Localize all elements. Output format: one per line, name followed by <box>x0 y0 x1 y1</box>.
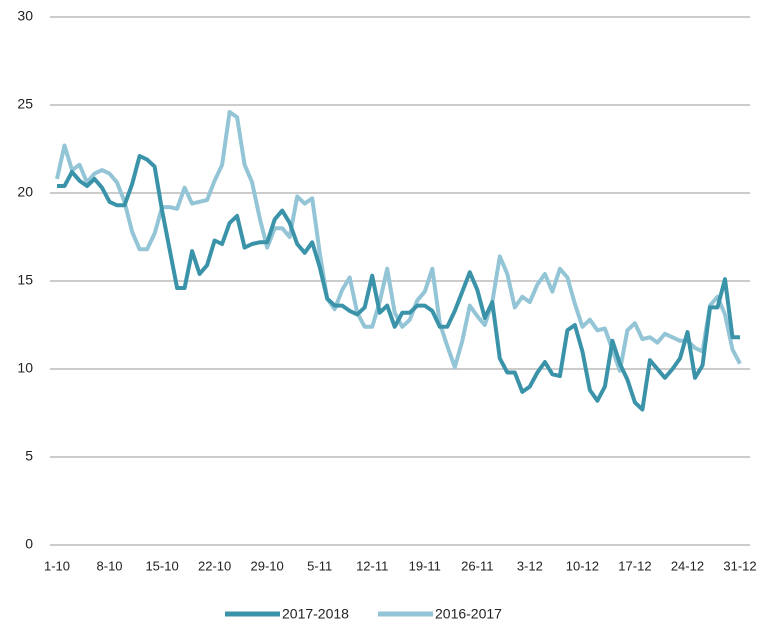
x-tick-label: 19-11 <box>409 558 441 573</box>
y-tick-label: 25 <box>17 96 33 112</box>
x-tick-label: 12-11 <box>356 558 388 573</box>
x-tick-label: 10-12 <box>566 558 599 573</box>
line-series <box>55 110 742 373</box>
x-tick-label: 3-12 <box>517 558 543 573</box>
legend-label: 2017-2018 <box>282 606 349 622</box>
x-tick-label: 22-10 <box>198 558 231 573</box>
line-series <box>57 154 740 412</box>
x-tick-label: 26-11 <box>461 558 493 573</box>
x-tick-label: 29-10 <box>251 558 284 573</box>
y-tick-label: 10 <box>17 360 33 376</box>
x-tick-label: 1-10 <box>44 558 70 573</box>
x-tick-label: 24-12 <box>671 558 704 573</box>
y-tick-label: 30 <box>17 8 33 24</box>
y-tick-label: 20 <box>17 184 33 200</box>
x-tick-label: 15-10 <box>145 558 178 573</box>
y-tick-label: 5 <box>25 448 33 464</box>
x-tick-label: 17-12 <box>618 558 651 573</box>
x-tick-label: 5-11 <box>307 558 332 573</box>
x-tick-label: 31-12 <box>723 558 756 573</box>
y-tick-label: 15 <box>17 272 33 288</box>
y-tick-label: 0 <box>25 536 33 552</box>
legend-label: 2016-2017 <box>435 606 502 622</box>
x-tick-label: 8-10 <box>97 558 123 573</box>
